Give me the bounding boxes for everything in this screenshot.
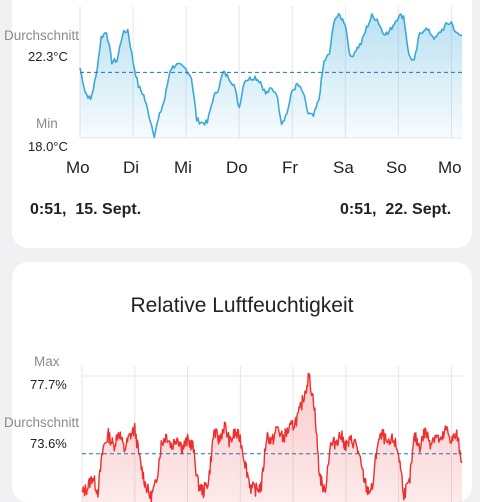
temperature-card: Durchschnitt 22.3°C Min 18.0°C Mo Di Mi … xyxy=(4,0,472,248)
range-start-date: 0:51, 15. Sept. xyxy=(30,201,142,218)
range-end-date: 0:51, 22. Sept. xyxy=(340,201,452,218)
series-line xyxy=(79,12,463,139)
series-area xyxy=(80,13,462,138)
series-area xyxy=(82,373,462,502)
humidity-card: Relative Luftfeuchtigkeit Max 77.7% Durc… xyxy=(4,262,472,502)
temperature-min-value: 18.0°C xyxy=(28,139,68,154)
humidity-title: Relative Luftfeuchtigkeit xyxy=(130,294,354,317)
day-label-di: Di xyxy=(123,158,140,177)
temperature-average-value: 22.3°C xyxy=(28,49,68,64)
temperature-min-label: Min xyxy=(36,116,58,131)
day-label-mo: Mo xyxy=(66,158,90,177)
humidity-chart[interactable] xyxy=(12,262,472,502)
day-label-sa: Sa xyxy=(333,158,354,177)
day-label-do: Do xyxy=(226,158,248,177)
temperature-average-label: Durchschnitt xyxy=(4,28,80,43)
humidity-average-label: Durchschnitt xyxy=(4,415,80,430)
humidity-max-value: 77.7% xyxy=(30,377,67,392)
humidity-average-value: 73.6% xyxy=(30,436,67,451)
day-label-fr: Fr xyxy=(282,158,299,177)
humidity-max-label: Max xyxy=(34,354,60,369)
temperature-chart[interactable] xyxy=(12,0,472,248)
day-label-so: So xyxy=(386,158,407,177)
day-label-mi: Mi xyxy=(174,158,192,177)
day-label-mo-2: Mo xyxy=(438,158,462,177)
